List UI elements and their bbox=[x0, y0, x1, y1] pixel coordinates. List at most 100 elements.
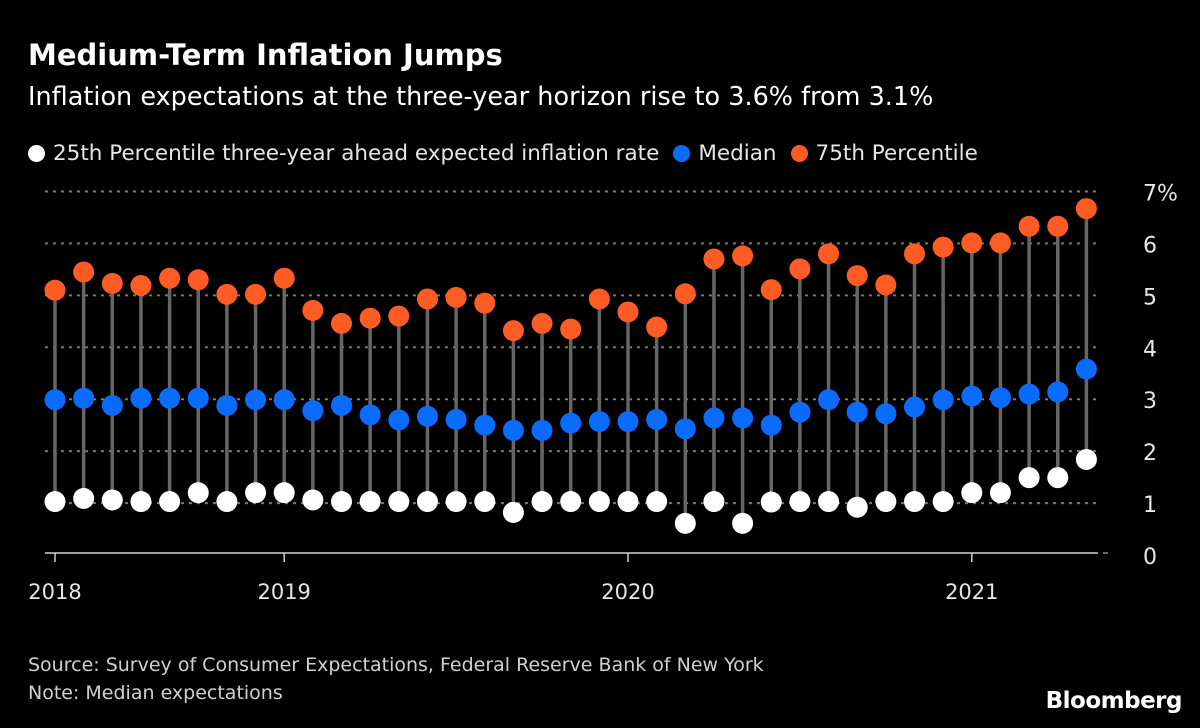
p75-point bbox=[502, 320, 524, 342]
source-note: Source: Survey of Consumer Expectations,… bbox=[28, 654, 764, 676]
p25-point bbox=[359, 491, 381, 513]
median-point bbox=[732, 407, 754, 429]
legend-dot-icon bbox=[673, 145, 691, 162]
legend-item-p75: 75th Percentile bbox=[790, 141, 978, 166]
p25-point bbox=[989, 482, 1011, 504]
median-point bbox=[474, 414, 496, 436]
p25-point bbox=[875, 491, 897, 513]
p75-point bbox=[560, 318, 582, 340]
y-tick-label: 7% bbox=[1143, 182, 1178, 207]
y-tick-label: 6 bbox=[1143, 233, 1157, 258]
p25-point bbox=[932, 491, 954, 513]
p75-point bbox=[216, 283, 238, 305]
p25-point bbox=[560, 491, 582, 513]
p25-point bbox=[646, 491, 668, 513]
p75-point bbox=[1075, 198, 1097, 220]
legend-label: 25th Percentile three-year ahead expecte… bbox=[53, 141, 660, 166]
p25-point bbox=[445, 491, 467, 513]
median-point bbox=[130, 387, 152, 409]
p25-point bbox=[502, 501, 524, 523]
p25-point bbox=[674, 512, 696, 534]
y-tick-label: 3 bbox=[1143, 389, 1157, 414]
p75-point bbox=[961, 232, 983, 254]
median-point bbox=[388, 409, 410, 431]
p25-point bbox=[732, 512, 754, 534]
p25-point bbox=[474, 491, 496, 513]
p75-point bbox=[588, 288, 610, 310]
median-point bbox=[416, 405, 438, 427]
median-point bbox=[445, 408, 467, 430]
p75-point bbox=[130, 274, 152, 296]
x-tick-label: 2019 bbox=[257, 580, 310, 604]
legend-label: 75th Percentile bbox=[815, 141, 978, 166]
p25-point bbox=[531, 491, 553, 513]
y-tick-label: 5 bbox=[1143, 285, 1157, 310]
p25-point bbox=[388, 491, 410, 513]
median-point bbox=[331, 394, 352, 416]
p75-point bbox=[989, 232, 1011, 254]
legend-item-p25: 25th Percentile three-year ahead expecte… bbox=[28, 141, 659, 166]
median-point bbox=[359, 404, 381, 426]
median-point bbox=[588, 411, 610, 433]
legend-label: Median bbox=[698, 141, 777, 166]
p75-point bbox=[474, 292, 496, 314]
median-point bbox=[789, 401, 811, 423]
p25-point bbox=[187, 482, 209, 504]
p75-point bbox=[159, 267, 181, 289]
legend: 25th Percentile three-year ahead expecte… bbox=[28, 141, 992, 166]
median-point bbox=[245, 389, 267, 411]
median-point bbox=[1047, 381, 1069, 403]
x-tick-label: 2018 bbox=[28, 580, 81, 604]
p25-point bbox=[1075, 448, 1097, 470]
p75-point bbox=[904, 243, 925, 265]
p25-point bbox=[846, 496, 868, 518]
p25-point bbox=[904, 491, 925, 513]
chart-title: Medium-Term Inflation Jumps bbox=[28, 38, 503, 72]
p75-point bbox=[703, 248, 725, 270]
p25-point bbox=[703, 491, 725, 513]
p25-point bbox=[416, 491, 438, 513]
p75-point bbox=[359, 307, 381, 329]
p75-point bbox=[818, 243, 840, 265]
p25-point bbox=[73, 487, 95, 509]
p75-point bbox=[617, 301, 639, 323]
p25-point bbox=[331, 491, 352, 513]
median-point bbox=[216, 394, 238, 416]
median-point bbox=[646, 408, 668, 430]
median-point bbox=[1075, 358, 1097, 380]
p25-point bbox=[760, 491, 782, 513]
p75-point bbox=[732, 245, 754, 267]
median-point bbox=[502, 419, 524, 441]
median-point bbox=[531, 419, 553, 441]
p25-point bbox=[1018, 467, 1040, 489]
median-point bbox=[159, 387, 181, 409]
footnote: Note: Median expectations bbox=[28, 682, 283, 704]
p25-point bbox=[273, 482, 295, 504]
median-point bbox=[617, 411, 639, 433]
p25-point bbox=[588, 491, 610, 513]
p25-point bbox=[302, 489, 324, 511]
p75-point bbox=[302, 299, 324, 321]
y-tick-label: 0 bbox=[1143, 545, 1157, 570]
legend-dot-icon bbox=[28, 145, 45, 162]
p75-point bbox=[646, 316, 668, 338]
x-tick-label: 2020 bbox=[601, 580, 654, 604]
p25-point bbox=[101, 489, 123, 511]
p75-point bbox=[875, 274, 897, 296]
p25-point bbox=[245, 482, 267, 504]
p25-point bbox=[617, 491, 639, 513]
p75-point bbox=[674, 283, 696, 305]
p75-point bbox=[44, 279, 66, 301]
median-point bbox=[818, 389, 840, 411]
legend-item-median: Median bbox=[673, 141, 777, 166]
p25-point bbox=[159, 491, 181, 513]
p75-point bbox=[531, 312, 553, 334]
median-point bbox=[760, 414, 782, 436]
p75-point bbox=[1047, 215, 1069, 237]
p75-point bbox=[245, 283, 267, 305]
median-point bbox=[273, 389, 295, 411]
median-point bbox=[674, 418, 696, 440]
y-tick-label: 2 bbox=[1143, 441, 1157, 466]
p75-point bbox=[101, 272, 123, 294]
